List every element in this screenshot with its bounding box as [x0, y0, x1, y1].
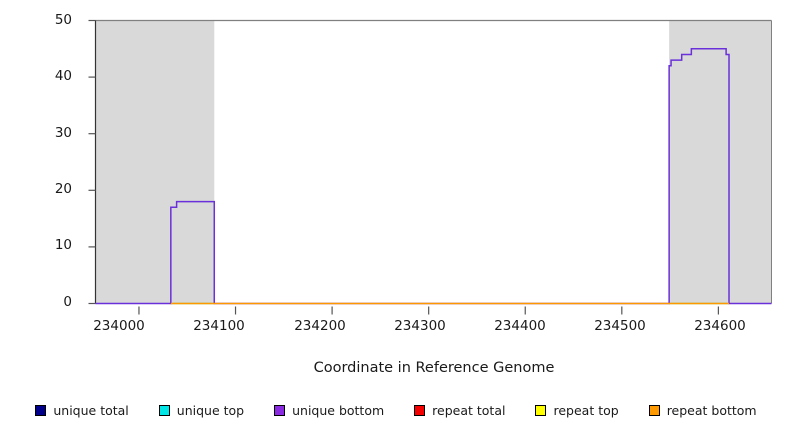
legend-unique-bottom[interactable]: unique bottom — [274, 403, 384, 418]
y-tick-label-10: 10 — [54, 237, 72, 253]
legend-unique-total[interactable]: unique total — [35, 402, 129, 418]
series-unique-bottom — [95, 48, 772, 305]
shaded-regions — [95, 20, 772, 304]
legend-unique-total-swatch-icon — [35, 404, 47, 416]
legend-repeat-bottom-label: repeat bottom — [666, 402, 757, 418]
legend-repeat-bottom-swatch-icon — [648, 404, 660, 416]
plot-frame — [94, 19, 772, 304]
axis-ticks — [88, 19, 719, 315]
legend-repeat-top-label: repeat top — [553, 402, 619, 418]
x-tick-label-234100: 234100 — [193, 318, 245, 334]
x-tick-label-234500: 234500 — [594, 318, 646, 334]
series-lines — [95, 48, 772, 305]
x-axis-title: Coordinate in Reference Genome — [313, 360, 555, 376]
x-tick-label-234000: 234000 — [93, 318, 145, 334]
repeat-region-right — [669, 20, 772, 304]
repeat-region-left — [95, 20, 215, 304]
y-tick-label-40: 40 — [54, 68, 72, 84]
y-tick-label-0: 0 — [63, 294, 72, 310]
legend-repeat-bottom[interactable]: repeat bottom — [648, 402, 757, 418]
x-tick-label-234300: 234300 — [394, 318, 446, 334]
legend-unique-total-label: unique total — [53, 402, 129, 418]
legend-repeat-total[interactable]: repeat total — [414, 403, 505, 418]
x-tick-label-234200: 234200 — [294, 318, 346, 334]
x-tick-label-234400: 234400 — [494, 318, 546, 334]
legend-unique-top-swatch-icon — [158, 404, 170, 416]
legend: unique total unique top unique bottom repea… — [0, 398, 792, 422]
legend-repeat-top-swatch-icon — [535, 404, 547, 416]
legend-unique-bottom-label: unique bottom — [292, 402, 385, 418]
x-tick-label-234600: 234600 — [694, 318, 746, 334]
y-tick-label-20: 20 — [54, 181, 72, 197]
y-tick-label-30: 30 — [54, 125, 72, 141]
legend-unique-bottom-swatch-icon — [274, 404, 286, 416]
legend-unique-top-label: unique top — [176, 402, 245, 418]
legend-repeat-total-label: repeat total — [432, 402, 506, 418]
legend-repeat-total-swatch-icon — [414, 404, 426, 416]
legend-unique-top[interactable]: unique top — [158, 402, 245, 418]
y-tick-label-50: 50 — [54, 12, 72, 28]
legend-repeat-top[interactable]: repeat top — [535, 402, 619, 418]
